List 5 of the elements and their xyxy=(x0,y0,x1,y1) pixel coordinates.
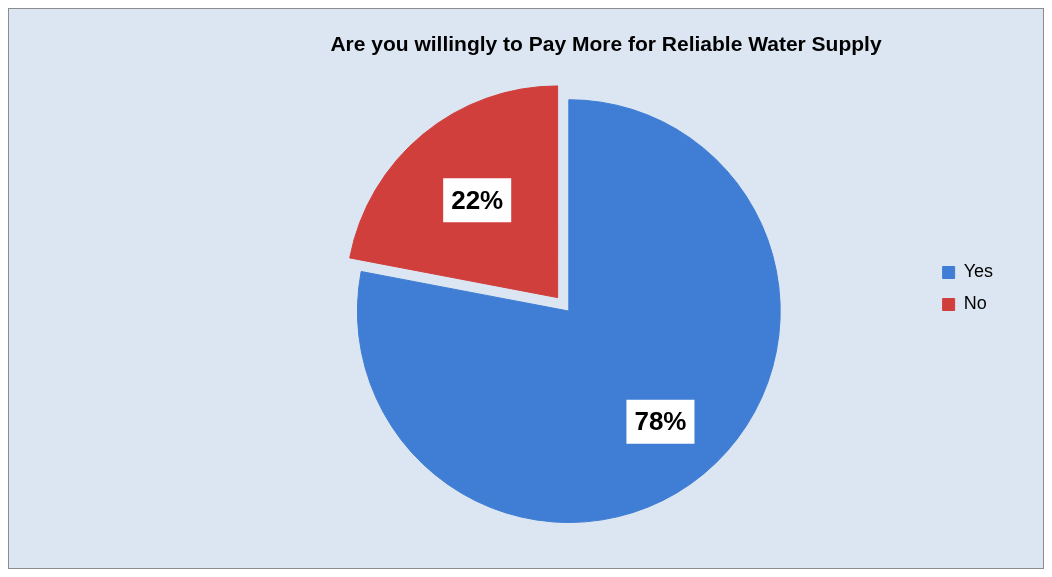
chart-title: Are you willingly to Pay More for Reliable Water Supply xyxy=(330,32,882,56)
legend-label: Yes xyxy=(963,261,994,282)
legend-label: No xyxy=(963,293,987,314)
data-label: 22% xyxy=(451,184,504,215)
data-label: 78% xyxy=(634,406,687,437)
